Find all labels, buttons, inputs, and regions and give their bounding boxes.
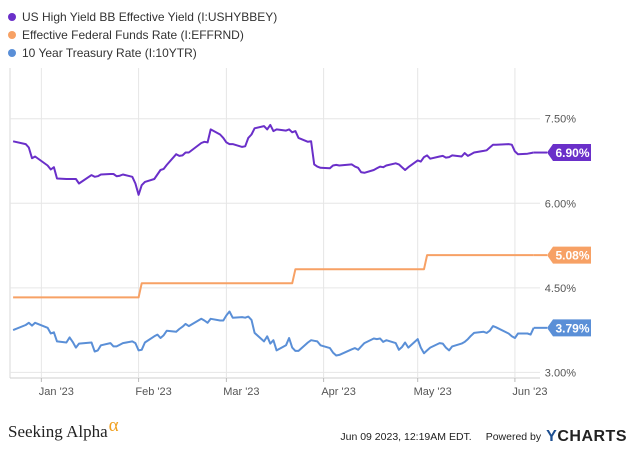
legend-marker [8, 49, 16, 57]
timestamp-text: Jun 09 2023, 12:19AM EDT. [340, 431, 472, 443]
y-tick-label: 4.50% [545, 283, 576, 295]
ycharts-logo[interactable]: Y CHARTS [546, 428, 627, 446]
logo-text: Seeking Alpha [8, 422, 108, 441]
seeking-alpha-logo[interactable]: Seeking Alphaα [8, 415, 119, 443]
x-tick-label: Mar '23 [223, 386, 259, 398]
legend-label: US High Yield BB Effective Yield (I:USHY… [22, 10, 278, 24]
series-line [12, 123, 534, 196]
end-value-badge [547, 144, 591, 162]
end-value-badge [547, 246, 591, 264]
y-tick-label: 3.00% [545, 367, 576, 379]
x-tick-label: Jun '23 [512, 386, 547, 398]
x-tick-label: Apr '23 [321, 386, 356, 398]
legend-marker [8, 31, 16, 39]
legend-marker [8, 13, 16, 21]
x-tick-label: Feb '23 [135, 386, 171, 398]
end-value-label: 3.79% [555, 321, 589, 335]
alpha-symbol-icon: α [108, 415, 119, 436]
series-line [13, 254, 534, 299]
ycharts-y-icon: Y [546, 428, 558, 445]
chart-footer: Jun 09 2023, 12:19AM EDT. Powered by Y CH… [340, 428, 627, 446]
powered-by-text: Powered by [485, 431, 542, 443]
series-line [12, 310, 535, 357]
legend-item[interactable]: US High Yield BB Effective Yield (I:USHY… [8, 8, 277, 26]
x-tick-label: May '23 [414, 386, 452, 398]
end-value-label: 5.08% [555, 249, 589, 263]
y-tick-label: 6.00% [545, 198, 576, 210]
y-tick-label: 7.50% [545, 114, 576, 126]
end-value-label: 6.90% [555, 146, 589, 160]
legend-label: 10 Year Treasury Rate (I:10YTR) [22, 46, 197, 60]
chart-legend: US High Yield BB Effective Yield (I:USHY… [8, 8, 277, 62]
x-tick-label: Jan '23 [39, 386, 74, 398]
legend-item[interactable]: Effective Federal Funds Rate (I:EFFRND) [8, 26, 277, 44]
ycharts-brand-text: CHARTS [557, 428, 627, 445]
legend-item[interactable]: 10 Year Treasury Rate (I:10YTR) [8, 44, 277, 62]
legend-label: Effective Federal Funds Rate (I:EFFRND) [22, 28, 244, 42]
end-value-badge [547, 319, 591, 337]
